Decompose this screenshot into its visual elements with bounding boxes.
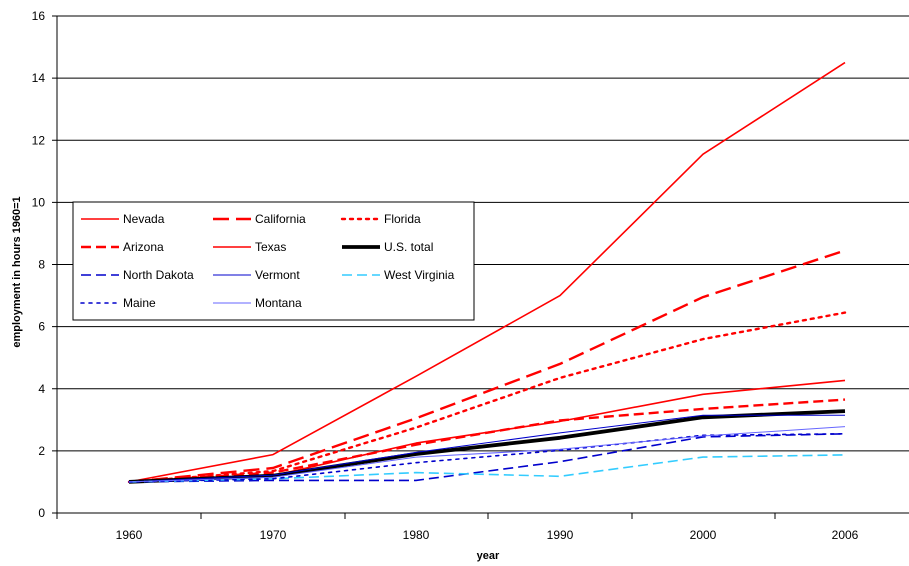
legend-box <box>72 201 475 321</box>
y-tick-label: 10 <box>32 195 46 209</box>
series-line-arizona <box>128 398 846 484</box>
y-tick-label: 14 <box>32 71 46 85</box>
series-line-florida <box>127 311 847 484</box>
y-tick-label: 0 <box>38 506 45 520</box>
legend-label-west-virginia: West Virginia <box>384 268 455 282</box>
x-tick-label: 2000 <box>690 528 717 542</box>
series-line-maine <box>128 432 846 483</box>
legend-label-texas: Texas <box>255 240 286 254</box>
x-tick-label: 1960 <box>116 528 143 542</box>
y-tick-label: 2 <box>38 444 45 458</box>
x-tick-label: 1970 <box>260 528 287 542</box>
legend-label-vermont: Vermont <box>255 268 300 282</box>
y-tick-label: 8 <box>38 258 45 272</box>
series-line-california <box>128 249 846 484</box>
x-tick-label: 1980 <box>403 528 430 542</box>
y-tick-label: 6 <box>38 320 45 334</box>
y-tick-labels: 0 2 4 6 8 10 12 14 16 <box>32 9 46 520</box>
legend-label-u-s-total: U.S. total <box>384 240 433 254</box>
legend-label-arizona: Arizona <box>123 240 164 254</box>
series-lines <box>127 61 847 484</box>
legend-label-california: California <box>255 212 306 226</box>
series-line-texas <box>128 379 846 483</box>
legend-label-florida: Florida <box>384 212 421 226</box>
series-line-nevada <box>128 61 846 483</box>
y-tick-label: 16 <box>32 9 46 23</box>
x-axis-title: year <box>477 550 500 562</box>
legend-label-north-dakota: North Dakota <box>123 268 194 282</box>
x-tick-label: 2006 <box>832 528 859 542</box>
legend-label-maine: Maine <box>123 296 156 310</box>
series-line-vermont <box>128 414 845 483</box>
series-line-montana <box>128 426 846 483</box>
legend-label-montana: Montana <box>255 296 302 310</box>
legend-label-nevada: Nevada <box>123 212 165 226</box>
y-tick-label: 12 <box>32 133 46 147</box>
series-line-north-dakota <box>128 433 846 483</box>
x-tick-labels: 1960 1970 1980 1990 2000 2006 <box>116 528 859 542</box>
axes <box>52 15 909 519</box>
x-tick-label: 1990 <box>547 528 574 542</box>
y-tick-label: 4 <box>38 382 45 396</box>
legend: Nevada California Florida Arizona Texas U.S. … <box>72 201 475 321</box>
y-axis-title: employment in hours 1960=1 <box>11 196 23 347</box>
